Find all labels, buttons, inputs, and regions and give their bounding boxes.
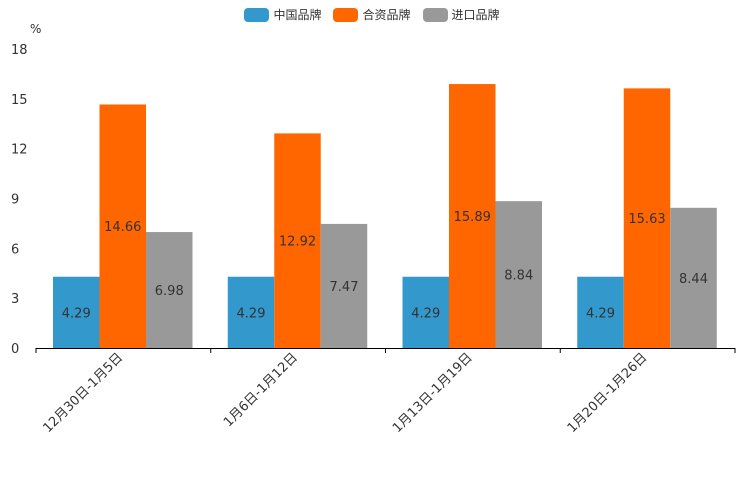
legend-swatch-import [422, 7, 448, 22]
bar [623, 88, 671, 348]
x-tick-label: 1月20日-1月26日 [565, 350, 651, 436]
legend-item-import[interactable]: 进口品牌 [422, 6, 500, 23]
y-axis-unit: % [30, 22, 42, 36]
bar [227, 276, 275, 348]
bar [402, 276, 449, 348]
legend-item-china[interactable]: 中国品牌 [244, 6, 321, 23]
y-tick-label: 3 [11, 292, 19, 307]
x-tick-label: 1月6日-1月12日 [221, 350, 301, 430]
bar [320, 223, 368, 348]
y-tick-label: 12 [11, 143, 28, 158]
y-tick-label: 6 [11, 242, 19, 257]
bar [274, 133, 321, 348]
x-tick-label: 12月30日-1月5日 [40, 350, 126, 436]
legend-item-joint[interactable]: 合资品牌 [333, 6, 411, 23]
legend-swatch-joint [333, 7, 359, 22]
data-label: 4.29 [586, 306, 615, 321]
y-tick-label: 18 [11, 43, 28, 58]
bar [53, 276, 100, 348]
data-label: 8.44 [679, 272, 708, 287]
bar [495, 201, 542, 348]
bar [146, 232, 193, 348]
legend-label-import: 进口品牌 [451, 8, 500, 22]
data-label: 12.92 [279, 235, 316, 250]
bar [99, 104, 146, 348]
data-label: 4.29 [237, 306, 266, 321]
data-label: 4.29 [62, 306, 91, 321]
legend-label-joint: 合资品牌 [362, 8, 411, 22]
data-label: 7.47 [330, 280, 359, 295]
legend-swatch-china [244, 7, 270, 22]
y-tick-label: 0 [11, 342, 19, 357]
legend-label-china: 中国品牌 [273, 8, 322, 22]
data-label: 8.84 [504, 269, 533, 284]
data-label: 4.29 [411, 306, 440, 321]
bar [670, 207, 717, 348]
x-tick-label: 1月13日-1月19日 [390, 350, 476, 436]
y-tick-label: 9 [11, 193, 19, 208]
data-label: 14.66 [104, 220, 141, 235]
y-tick-label: 15 [11, 93, 28, 108]
data-label: 15.89 [454, 210, 491, 225]
bar [577, 276, 624, 348]
data-label: 6.98 [155, 284, 184, 299]
data-label: 15.63 [628, 212, 665, 227]
legend: 中国品牌 合资品牌 进口品牌 [0, 6, 744, 23]
bar [449, 84, 496, 349]
